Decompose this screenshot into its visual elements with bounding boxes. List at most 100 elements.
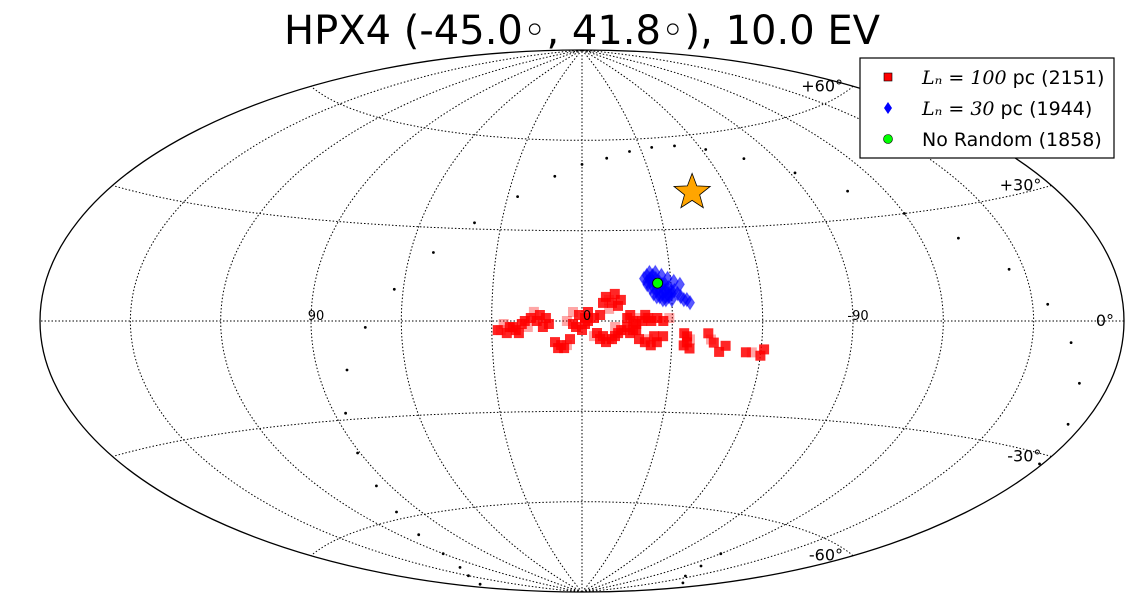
curve-dot — [580, 163, 584, 166]
data-point — [720, 340, 731, 351]
data-point — [755, 350, 766, 361]
series-lc30 — [638, 264, 696, 311]
curve-dot — [345, 368, 349, 372]
lat-tick-label: +30° — [1000, 176, 1042, 195]
data-point — [615, 294, 626, 305]
data-point — [562, 340, 572, 351]
meridian-line — [581, 49, 854, 593]
data-point — [507, 322, 518, 333]
data-point — [568, 307, 578, 317]
data-point — [746, 347, 757, 358]
curve-dot — [467, 574, 470, 578]
data-point — [740, 347, 751, 358]
meridian-line — [581, 49, 1035, 593]
data-point — [577, 325, 587, 335]
data-point — [534, 310, 545, 320]
data-point — [595, 334, 605, 345]
data-point — [565, 334, 575, 345]
data-point — [637, 316, 648, 326]
data-point — [516, 319, 527, 329]
curve-dot — [1038, 462, 1041, 466]
lat-tick-label: 0° — [1096, 311, 1114, 330]
data-point — [525, 313, 536, 323]
data-point — [528, 306, 539, 317]
data-point — [589, 313, 599, 323]
data-point — [678, 340, 689, 351]
legend-box — [859, 57, 1115, 159]
data-point — [543, 319, 554, 329]
map-boundary — [39, 49, 1125, 593]
data-point — [759, 344, 770, 355]
data-point — [674, 276, 685, 293]
curve-dot — [375, 484, 378, 488]
curve-dot — [344, 411, 347, 415]
curve-dot — [957, 236, 960, 240]
data-point — [604, 303, 615, 314]
curve-dot — [432, 251, 435, 254]
series-lc100 — [492, 288, 770, 361]
curve-dot — [417, 533, 421, 537]
data-point — [684, 294, 696, 311]
data-point — [609, 288, 620, 299]
curve-dot — [793, 171, 797, 175]
legend-marker — [884, 102, 892, 114]
curve-dot — [673, 144, 676, 148]
meridian-line — [400, 49, 583, 593]
data-point — [571, 322, 581, 332]
curve-dot — [1066, 422, 1070, 426]
data-point — [540, 313, 551, 323]
curve-dot — [846, 189, 849, 193]
data-point — [598, 297, 608, 308]
curve-dot — [605, 156, 609, 160]
curve-dot — [699, 564, 703, 568]
data-point — [658, 331, 669, 342]
data-point — [589, 331, 599, 342]
curve-dot — [650, 146, 654, 149]
data-point — [522, 322, 533, 332]
data-point — [634, 334, 644, 345]
data-point — [583, 316, 593, 326]
series-no-random — [652, 277, 663, 289]
lat-tick-label: -60° — [809, 546, 843, 565]
curve-dot — [903, 212, 906, 215]
data-point — [662, 270, 673, 287]
curve-dot — [684, 574, 687, 578]
lon-tick-label: 0 — [583, 309, 591, 324]
data-point — [658, 316, 669, 326]
data-point — [531, 316, 542, 326]
data-point — [643, 334, 653, 345]
curve-dot — [628, 150, 631, 153]
data-point — [495, 325, 506, 336]
legend-marker — [883, 72, 893, 82]
data-point — [513, 328, 524, 339]
legend-label: Lₙ = 30 pc (1944) — [921, 98, 1092, 120]
curve-dot — [395, 510, 398, 514]
data-point — [645, 340, 656, 351]
data-point — [652, 277, 663, 289]
data-point — [600, 291, 611, 302]
parallel-line — [310, 85, 854, 141]
curve-dot — [441, 552, 445, 556]
parallel-line — [112, 185, 1052, 232]
data-point — [625, 328, 636, 339]
data-point — [649, 331, 660, 342]
chart-title: HPX4 (-45.0◦, 41.8◦), 10.0 EV — [284, 8, 881, 54]
curve-dot — [1078, 381, 1081, 385]
data-point — [631, 319, 642, 329]
data-point — [622, 322, 633, 332]
curve-dot — [473, 221, 476, 225]
data-point — [592, 328, 602, 338]
data-point — [625, 310, 636, 320]
data-point — [492, 325, 503, 336]
data-point — [595, 310, 606, 320]
curve-dot — [392, 287, 396, 291]
lat-tick-label: +60° — [801, 76, 843, 95]
curve-dot — [742, 157, 746, 161]
source-star-marker — [672, 172, 712, 209]
data-point — [708, 337, 719, 348]
curve-dot — [1046, 302, 1050, 306]
data-point — [682, 331, 693, 342]
data-point — [651, 337, 662, 348]
curve-dot — [478, 582, 482, 586]
